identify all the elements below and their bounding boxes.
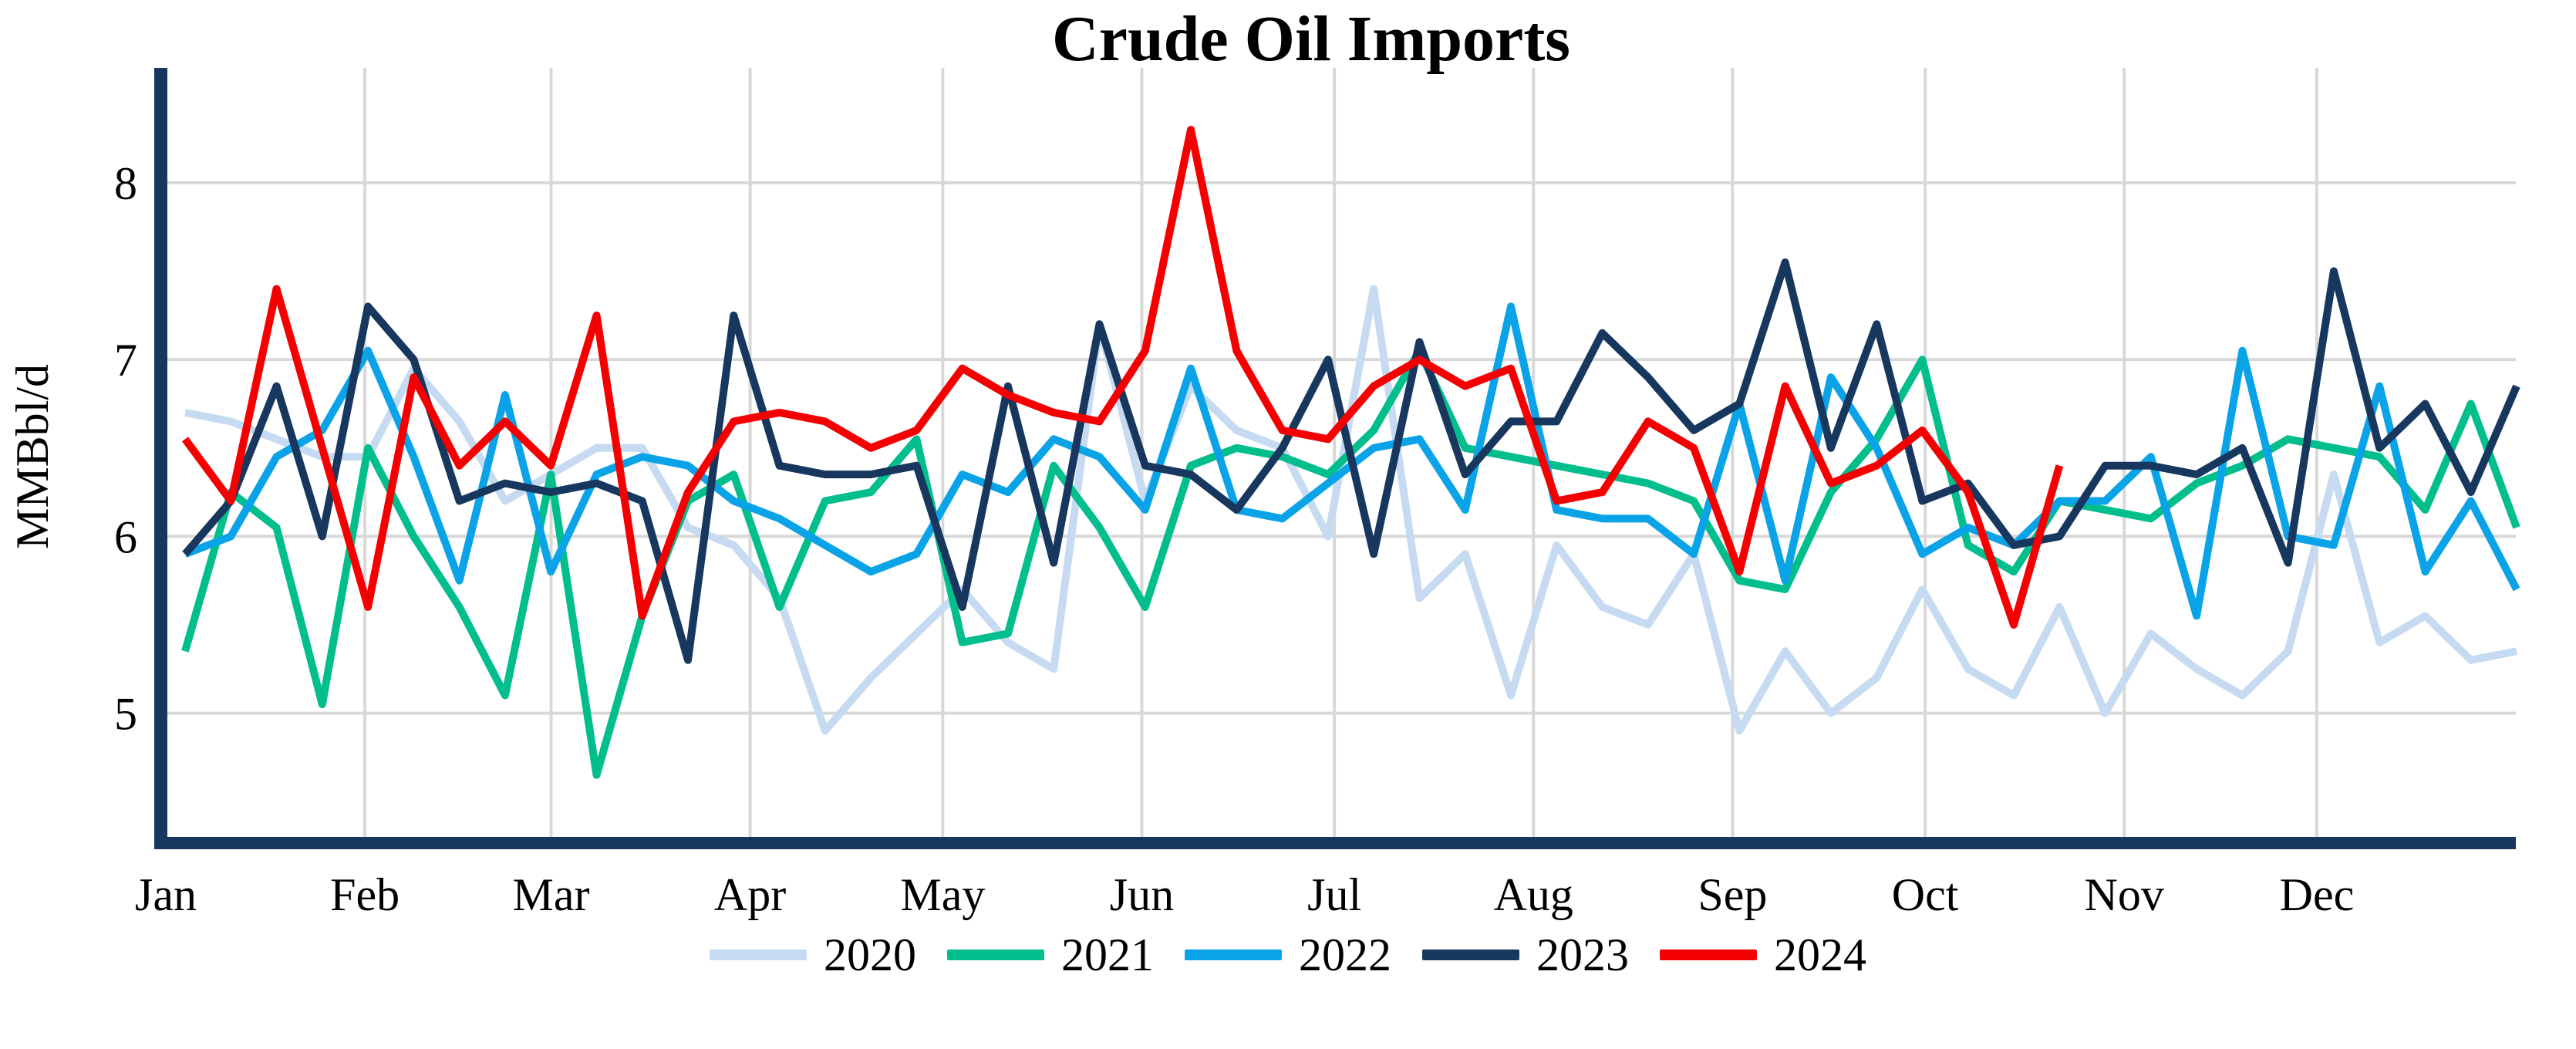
legend-label-2022: 2022 [1299,929,1391,980]
x-month-label-Oct: Oct [1892,869,1959,920]
legend-label-2023: 2023 [1536,929,1629,980]
y-tick-label-5: 5 [114,689,137,740]
legend-item-2023: 2023 [1422,932,1629,978]
x-month-label-Feb: Feb [330,869,400,920]
legend-item-2020: 2020 [710,932,916,978]
axis-tick-labels: 5 6 7 8 Jan Feb Mar Apr May Jun Jul Aug Sep Oct Nov Dec [114,158,2354,920]
legend-swatch-2020 [710,949,807,960]
y-tick-label-8: 8 [114,158,137,209]
x-month-label-Jul: Jul [1307,869,1361,920]
legend-label-2020: 2020 [824,929,916,980]
series-line-2023 [182,258,2520,664]
axes [154,68,2516,849]
x-month-label-Aug: Aug [1494,869,1573,920]
legend-swatch-2022 [1185,949,1282,960]
x-month-label-Dec: Dec [2280,869,2355,920]
y-tick-label-7: 7 [114,335,137,386]
legend-label-2024: 2024 [1774,929,1866,980]
series-line-2024 [181,126,2064,629]
legend-label-2021: 2021 [1061,929,1154,980]
legend-swatch-2023 [1422,949,1519,960]
legend-item-2021: 2021 [947,932,1154,978]
legend-swatch-2024 [1660,949,1757,960]
legend-swatch-2021 [947,949,1044,960]
x-month-label-Sep: Sep [1698,869,1767,920]
chart-legend: 2020 2021 2022 2023 2024 [0,932,2576,978]
legend-item-2024: 2024 [1660,932,1866,978]
x-month-label-Nov: Nov [2084,869,2163,920]
y-axis-spine [154,68,167,849]
x-month-label-Mar: Mar [513,869,590,920]
chart-title: Crude Oil Imports [1052,3,1570,75]
x-axis-spine [154,837,2516,849]
x-month-label-Jan: Jan [135,869,197,920]
y-tick-label-6: 6 [114,511,137,562]
x-month-label-Apr: Apr [714,869,786,920]
series-lines [181,126,2520,779]
y-axis-title: MMBbl/d [7,364,58,549]
x-month-label-May: May [900,869,985,920]
x-month-label-Jun: Jun [1110,869,1174,920]
legend-item-2022: 2022 [1185,932,1391,978]
